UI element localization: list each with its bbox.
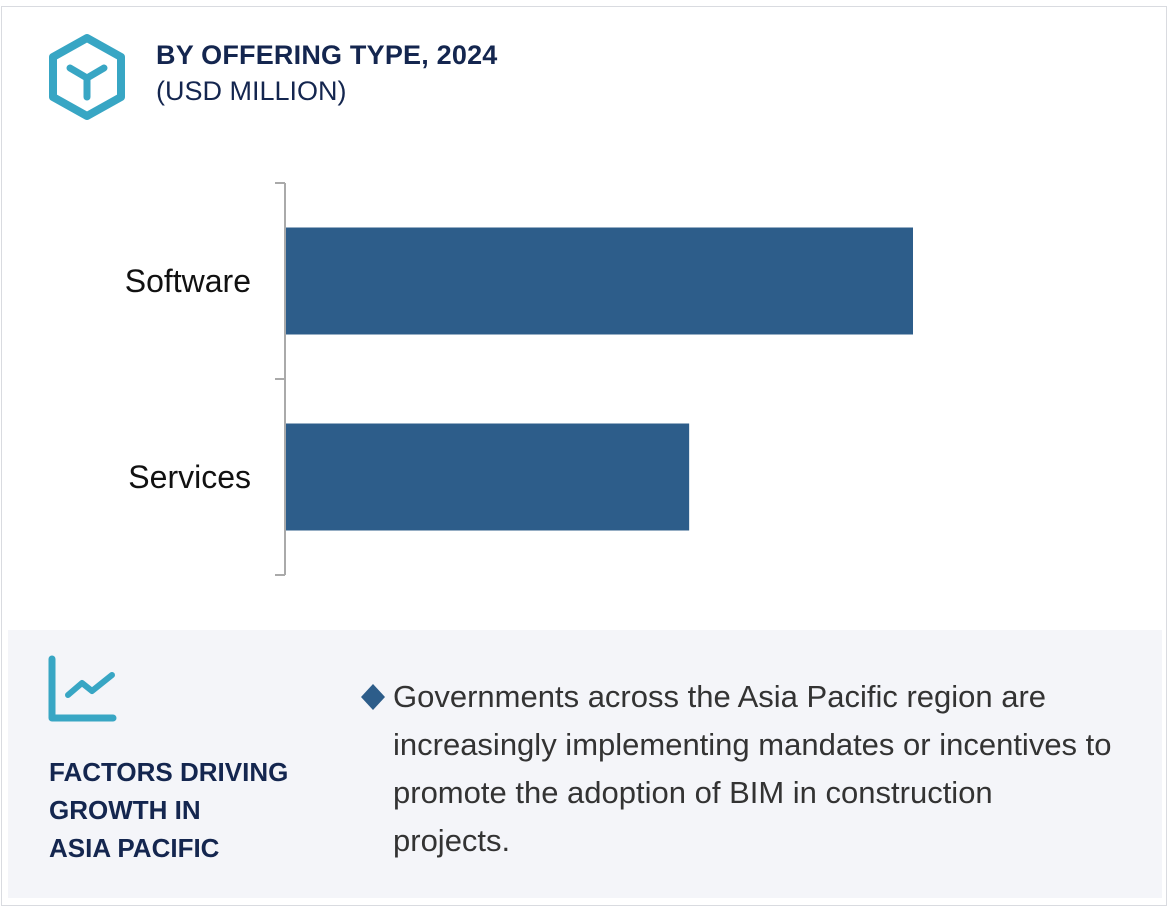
chart-title: BY OFFERING TYPE, 2024: [156, 40, 498, 70]
hexagon-y-icon: [49, 34, 125, 120]
factors-panel: [8, 630, 1162, 898]
factors-heading-line: GROWTH IN: [49, 795, 201, 825]
bar-services: [286, 423, 690, 531]
bar-chart: Software Services: [125, 182, 913, 576]
diamond-icon: [361, 684, 385, 710]
factors-heading-line: ASIA PACIFIC: [49, 833, 220, 863]
factors-heading-line: FACTORS DRIVING: [49, 757, 289, 787]
category-label: Software: [125, 263, 251, 299]
chart-subtitle: (USD MILLION): [156, 76, 347, 106]
factors-heading: FACTORS DRIVING GROWTH IN ASIA PACIFIC: [49, 753, 288, 867]
factor-bullet-text: Governments across the Asia Pacific regi…: [393, 679, 1112, 858]
category-label: Services: [128, 459, 251, 495]
trend-chart-icon: [48, 655, 117, 722]
bar-software: [286, 227, 913, 335]
